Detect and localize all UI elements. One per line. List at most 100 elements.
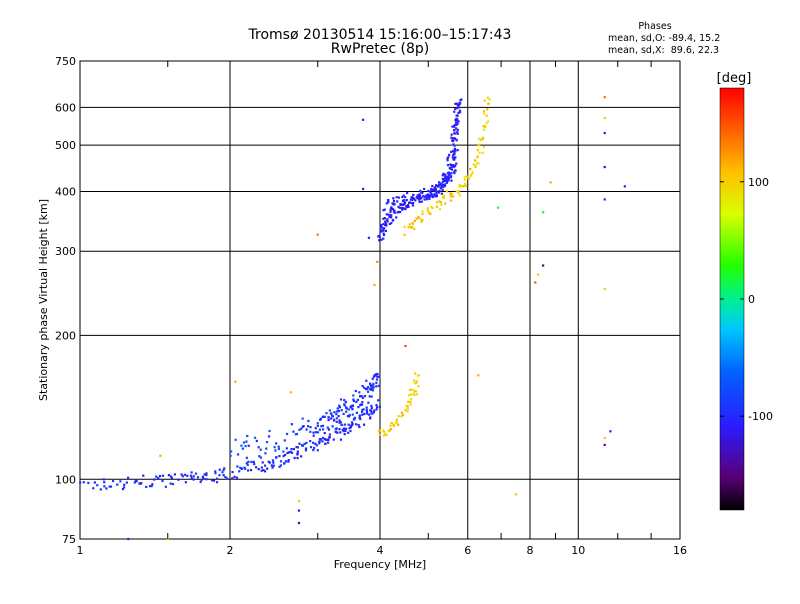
- echo-point: [477, 162, 480, 165]
- echo-point: [417, 384, 420, 388]
- echo-point: [133, 481, 136, 484]
- echo-point: [229, 454, 232, 457]
- echo-point: [404, 196, 407, 199]
- echo-point: [481, 136, 484, 139]
- echo-point: [283, 462, 286, 465]
- echo-point: [167, 474, 171, 477]
- echo-point: [328, 436, 331, 439]
- echo-point: [449, 195, 453, 198]
- echo-point: [268, 429, 271, 433]
- echo-point: [295, 445, 298, 449]
- echo-point: [290, 451, 294, 454]
- echo-point: [336, 431, 339, 434]
- echo-point: [392, 197, 395, 200]
- echo-point: [240, 467, 243, 471]
- echo-point: [453, 165, 456, 168]
- echo-point: [358, 416, 361, 419]
- echo-point: [370, 407, 373, 410]
- echo-point: [409, 400, 412, 403]
- echo-point: [389, 424, 392, 427]
- echo-point: [343, 404, 346, 407]
- echo-point: [236, 465, 239, 468]
- echo-point: [542, 211, 545, 214]
- echo-point: [447, 179, 450, 182]
- echo-point: [448, 153, 451, 156]
- echo-point: [428, 197, 431, 200]
- echo-point: [451, 125, 454, 128]
- echo-point: [432, 188, 435, 191]
- echo-point: [216, 477, 219, 480]
- echo-point: [271, 466, 274, 469]
- echo-point: [305, 428, 308, 431]
- echo-point: [391, 208, 394, 211]
- echo-point: [400, 206, 403, 210]
- echo-point: [257, 467, 260, 471]
- echo-point: [395, 216, 398, 219]
- echo-point: [333, 411, 336, 414]
- echo-point: [365, 410, 369, 414]
- echo-point: [287, 451, 291, 454]
- echo-point: [401, 208, 404, 211]
- echo-point: [471, 170, 474, 174]
- echo-point: [261, 461, 264, 464]
- echo-point: [388, 215, 391, 219]
- echo-point: [223, 467, 226, 470]
- echo-point: [297, 509, 301, 512]
- echo-point: [534, 281, 537, 284]
- echo-point: [218, 468, 221, 471]
- echo-point: [365, 406, 368, 409]
- echo-point: [603, 198, 606, 201]
- echo-point: [348, 427, 351, 430]
- colorbar-tick-label: 0: [748, 293, 755, 306]
- echo-point: [358, 425, 361, 429]
- echo-point: [327, 416, 330, 419]
- echo-point: [390, 216, 393, 219]
- echo-point: [452, 139, 455, 143]
- echo-point: [414, 372, 417, 375]
- echo-point: [345, 410, 348, 413]
- echo-point: [427, 195, 431, 199]
- chart-title: Tromsø 20130514 15:16:00–15:17:43: [248, 27, 512, 43]
- x-axis-ticks: 1 2 4 6 8 10 16: [77, 61, 687, 557]
- echo-point: [236, 453, 240, 456]
- x-axis-label: Frequency [MHz]: [334, 558, 426, 571]
- echo-point: [349, 426, 353, 429]
- echo-point: [402, 203, 405, 206]
- echo-point: [411, 223, 415, 226]
- echo-point: [300, 455, 303, 458]
- echo-point: [452, 156, 456, 159]
- echo-point: [368, 387, 371, 390]
- echo-point: [433, 194, 436, 198]
- echo-point: [406, 205, 410, 208]
- echo-point: [367, 236, 370, 239]
- echo-point: [173, 473, 177, 476]
- echo-point: [305, 441, 308, 444]
- echo-point: [116, 483, 119, 486]
- echo-point: [464, 184, 467, 187]
- echo-point: [282, 455, 285, 458]
- echo-point: [453, 125, 456, 128]
- echo-point: [391, 218, 395, 222]
- echo-point: [249, 468, 253, 472]
- echo-point: [375, 381, 378, 384]
- echo-point: [332, 418, 336, 421]
- echo-point: [468, 177, 471, 180]
- echo-point: [334, 427, 337, 431]
- echo-point: [419, 195, 422, 199]
- echo-point: [413, 219, 416, 222]
- x-tick-label: 16: [673, 544, 687, 557]
- echo-point: [456, 122, 459, 125]
- echo-point: [337, 409, 341, 413]
- grid-lines: [80, 61, 680, 539]
- echo-point: [365, 379, 368, 382]
- echo-point: [425, 198, 428, 201]
- echo-point: [169, 475, 173, 478]
- echo-point: [339, 398, 343, 401]
- echo-point: [323, 438, 326, 441]
- echo-point: [203, 473, 206, 476]
- echo-point: [457, 103, 460, 106]
- echo-point: [470, 172, 474, 175]
- echo-point: [419, 217, 422, 220]
- echo-point: [142, 474, 145, 477]
